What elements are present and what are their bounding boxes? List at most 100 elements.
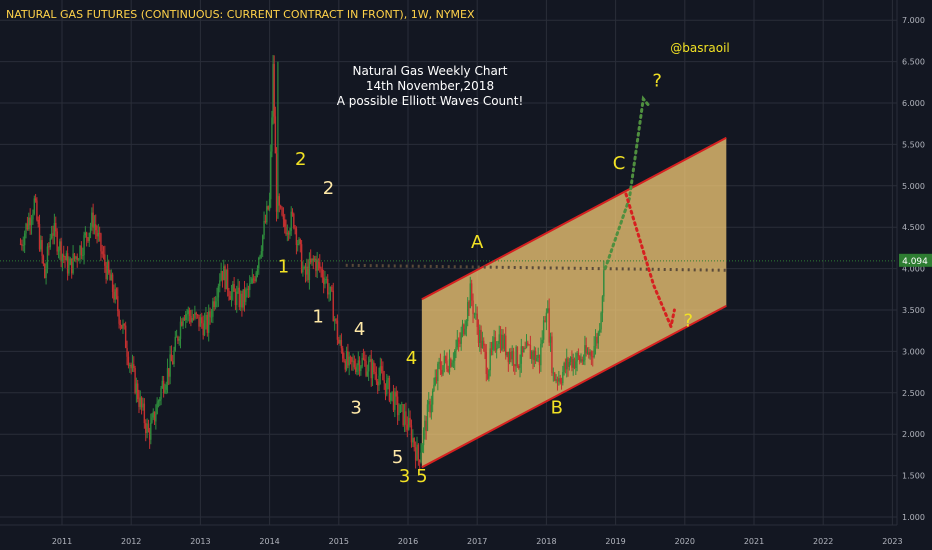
candle-body xyxy=(114,289,116,300)
candle-body xyxy=(124,325,127,348)
candle-body xyxy=(285,226,287,235)
candle-body xyxy=(343,358,345,362)
candle-body xyxy=(347,351,349,366)
candle-body xyxy=(261,235,264,252)
wave-label: 5 xyxy=(416,466,427,487)
candle-body xyxy=(465,321,468,329)
time-axis[interactable] xyxy=(0,525,932,550)
candle-body xyxy=(468,302,470,309)
candle-body xyxy=(64,257,66,261)
candle-body xyxy=(139,397,141,407)
candle-body xyxy=(373,362,375,373)
candle-body xyxy=(409,417,411,426)
candle-body xyxy=(111,274,114,292)
candle-body xyxy=(87,237,89,242)
candle-body xyxy=(41,240,43,256)
candle-body xyxy=(589,351,591,355)
candle-body xyxy=(178,338,180,341)
candle-body xyxy=(21,243,23,246)
wave-label: A xyxy=(471,232,484,253)
candle-body xyxy=(181,321,183,326)
candle-body xyxy=(40,240,42,250)
candle-body xyxy=(209,311,211,317)
candle-body xyxy=(562,372,564,384)
candle-body xyxy=(194,312,196,319)
candle-body xyxy=(422,430,425,446)
candle-body xyxy=(46,246,49,269)
candle-body xyxy=(507,351,510,363)
candle-body xyxy=(332,290,334,322)
candle-body xyxy=(307,266,309,280)
chart-title-line-2: 14th November,2018 xyxy=(366,79,494,93)
candle-body xyxy=(378,375,380,386)
candle-body xyxy=(354,367,357,373)
candle-body xyxy=(460,332,462,344)
candle-body xyxy=(187,310,189,315)
candle-body xyxy=(217,286,220,298)
candle-body xyxy=(575,361,577,369)
candle-body xyxy=(143,403,146,424)
candle-body xyxy=(442,365,444,375)
wave-label: 1 xyxy=(312,306,323,327)
candle-body xyxy=(433,384,435,391)
candle-body xyxy=(424,420,426,431)
candle-body xyxy=(249,283,251,290)
projection-down-path xyxy=(624,192,676,332)
candle-body xyxy=(392,391,395,410)
candle-body xyxy=(282,215,285,220)
candle-body xyxy=(135,383,138,394)
candle-body xyxy=(490,348,493,350)
candle-body xyxy=(466,302,469,322)
candle-body xyxy=(371,362,374,379)
candle-body xyxy=(391,391,393,393)
candle-body xyxy=(117,296,119,311)
candle-body xyxy=(516,346,519,366)
wave-label: 1 xyxy=(278,257,289,278)
candle-body xyxy=(545,312,548,323)
candle-body xyxy=(214,301,217,308)
candle-body xyxy=(401,404,403,406)
candle-body xyxy=(600,312,602,330)
candle-body xyxy=(129,364,131,366)
candle-body xyxy=(367,361,370,372)
candle-body xyxy=(447,369,449,372)
candle-body xyxy=(146,423,148,433)
candle-body xyxy=(592,356,594,358)
candle-body xyxy=(298,239,300,244)
candle-body xyxy=(495,348,498,351)
candle-body xyxy=(196,314,199,316)
candle-body xyxy=(302,267,304,273)
candle-body xyxy=(328,292,330,295)
wave-label: 4 xyxy=(354,319,365,340)
candle-body xyxy=(29,217,31,226)
candle-body xyxy=(524,348,526,350)
candle-body xyxy=(534,350,537,362)
candle-body xyxy=(336,320,339,340)
candle-body xyxy=(558,378,560,382)
candle-body xyxy=(271,117,273,152)
candle-body xyxy=(437,363,439,382)
wave-label: ? xyxy=(683,311,693,332)
candle-body xyxy=(321,269,324,278)
candle-body xyxy=(109,272,111,281)
candle-body xyxy=(469,283,471,309)
candle-body xyxy=(230,291,233,300)
candle-body xyxy=(348,356,350,366)
candle-body xyxy=(291,211,294,214)
candle-body xyxy=(485,351,487,374)
candle-body xyxy=(264,220,267,223)
candle-body xyxy=(390,392,392,401)
candle-body xyxy=(548,308,550,343)
time-tick-label: 2016 xyxy=(398,537,418,546)
candle-body xyxy=(523,348,525,353)
price-tick-label: 2.000 xyxy=(902,430,925,439)
candle-body xyxy=(501,334,503,351)
candle-body xyxy=(203,320,206,336)
time-tick-label: 2014 xyxy=(259,537,279,546)
candle-body xyxy=(498,334,500,344)
candle-body xyxy=(266,206,268,223)
candle-body xyxy=(564,362,567,370)
candle-body xyxy=(597,332,599,344)
candle-body xyxy=(470,283,473,301)
